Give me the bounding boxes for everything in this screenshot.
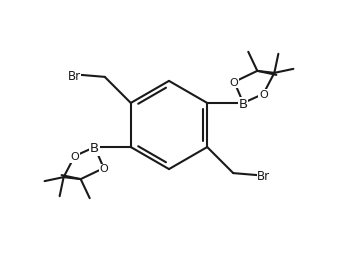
Text: O: O	[99, 164, 108, 174]
Text: O: O	[70, 152, 79, 162]
Text: O: O	[259, 90, 268, 100]
Text: Br: Br	[257, 170, 271, 183]
Text: B: B	[90, 142, 99, 155]
Text: O: O	[230, 78, 239, 88]
Text: Br: Br	[67, 70, 81, 83]
Text: B: B	[239, 98, 248, 111]
